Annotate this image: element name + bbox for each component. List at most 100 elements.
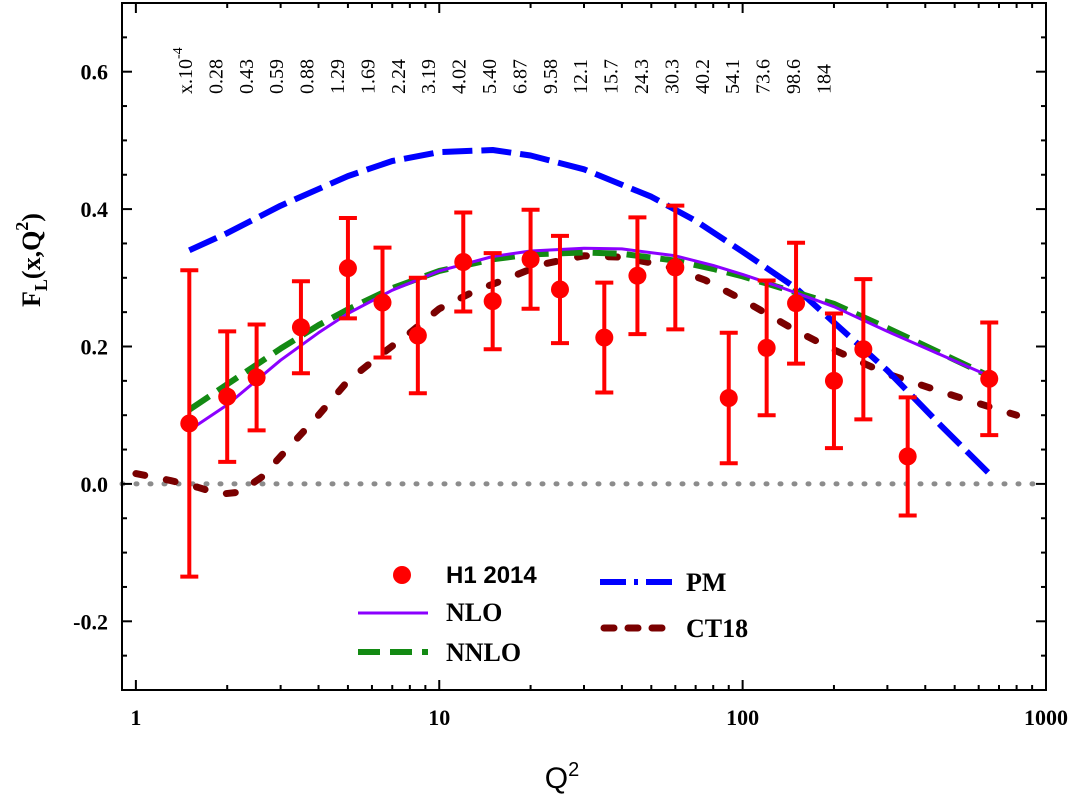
top-label-group: x.10-4 bbox=[171, 47, 197, 94]
curve-nnlo bbox=[187, 249, 991, 413]
data-point bbox=[247, 368, 266, 387]
data-point bbox=[291, 318, 310, 337]
legend-label-h1-2014: H1 2014 bbox=[446, 562, 537, 589]
data-point bbox=[550, 280, 569, 299]
x-tick-label: 10 bbox=[428, 705, 450, 730]
x-axis-title: Q2 bbox=[545, 759, 579, 795]
top-label-group: 6.87 bbox=[509, 59, 531, 94]
top-label: 98.6 bbox=[783, 59, 805, 94]
top-label: 0.28 bbox=[205, 59, 227, 94]
data-point-group bbox=[666, 203, 685, 332]
top-label-group: 12.1 bbox=[570, 59, 592, 94]
data-point-group bbox=[218, 329, 237, 464]
data-point bbox=[980, 369, 999, 388]
curve-nlo bbox=[188, 246, 990, 432]
curve-ct18 bbox=[132, 252, 1021, 498]
legend-label-pm: PM bbox=[686, 568, 726, 597]
data-point-group bbox=[757, 278, 776, 418]
top-label: 0.88 bbox=[297, 59, 319, 94]
curve-pm bbox=[188, 147, 992, 476]
top-label: 4.02 bbox=[449, 59, 471, 94]
y-tick-label: -0.2 bbox=[73, 609, 108, 634]
top-label: 0.59 bbox=[266, 59, 288, 94]
top-label-group: 4.02 bbox=[449, 59, 471, 94]
data-point bbox=[483, 292, 502, 311]
top-label: 24.3 bbox=[631, 59, 653, 94]
top-label-group: 1.69 bbox=[357, 59, 379, 94]
x-tick-label: 100 bbox=[726, 705, 759, 730]
y-tick-label: 0.2 bbox=[81, 335, 109, 360]
axis-labels: 1 10 100 1000 -0.2 0.0 0.2 0.4 0.6 bbox=[73, 60, 1068, 730]
data-point bbox=[180, 414, 199, 433]
top-label: 5.40 bbox=[479, 59, 501, 94]
y-tick-label: 0.6 bbox=[81, 60, 109, 85]
data-points-layer bbox=[180, 203, 999, 579]
y-axis-title-group: FL(x,Q2) bbox=[12, 213, 51, 307]
legend-label-nnlo: NNLO bbox=[446, 638, 521, 667]
top-label-group: 0.28 bbox=[205, 59, 227, 94]
top-label: 12.1 bbox=[570, 59, 592, 94]
data-point-group bbox=[180, 268, 199, 579]
x-tick-label: 1000 bbox=[1024, 705, 1068, 730]
x-tick-label: 1 bbox=[130, 705, 141, 730]
data-point bbox=[854, 340, 873, 359]
top-label: 2.24 bbox=[388, 59, 410, 94]
y-tick-label: 0.0 bbox=[81, 472, 109, 497]
data-point-group bbox=[408, 275, 427, 396]
data-point-group bbox=[291, 279, 310, 376]
data-point bbox=[218, 387, 237, 406]
top-label-group: 5.40 bbox=[479, 59, 501, 94]
legend: H1 2014 NLO NNLO PM CT18 bbox=[358, 562, 748, 667]
top-label: 1.69 bbox=[357, 59, 379, 94]
y-tick-label: 0.4 bbox=[81, 197, 109, 222]
top-label: 73.6 bbox=[753, 59, 775, 94]
data-point-group bbox=[483, 251, 502, 352]
top-label: 54.1 bbox=[722, 59, 744, 94]
top-label-group: 73.6 bbox=[753, 59, 775, 94]
data-point bbox=[338, 259, 357, 278]
data-point bbox=[408, 326, 427, 345]
top-label-group: 24.3 bbox=[631, 59, 653, 94]
data-point-group bbox=[373, 245, 392, 360]
top-label: 30.3 bbox=[661, 59, 683, 94]
top-label-group: 0.59 bbox=[266, 59, 288, 94]
data-point bbox=[595, 328, 614, 347]
top-label-group: 0.88 bbox=[297, 59, 319, 94]
data-point bbox=[666, 258, 685, 277]
top-label: 40.2 bbox=[692, 59, 714, 94]
legend-label-nlo: NLO bbox=[446, 598, 502, 627]
data-point-group bbox=[595, 280, 614, 395]
top-label-group: 40.2 bbox=[692, 59, 714, 94]
data-point-group bbox=[719, 330, 738, 466]
legend-marker-h1-2014 bbox=[393, 566, 411, 584]
top-x-labels: x.10-4 0.28 0.43 0.59 0.88 1.29 1.69 2.24 3.19 4.… bbox=[171, 47, 835, 94]
top-label-group: 3.19 bbox=[418, 59, 440, 94]
top-label: 1.29 bbox=[327, 59, 349, 94]
top-label: 6.87 bbox=[509, 59, 531, 94]
top-label-group: 15.7 bbox=[601, 59, 623, 94]
top-label: 184 bbox=[813, 64, 835, 94]
data-point-group bbox=[787, 240, 806, 366]
y-axis-title: FL(x,Q2) bbox=[12, 213, 51, 307]
data-point bbox=[787, 294, 806, 313]
data-point bbox=[824, 371, 843, 390]
data-point bbox=[757, 338, 776, 357]
top-label-prefix: x.10-4 bbox=[171, 47, 197, 94]
data-point-group bbox=[898, 395, 917, 518]
data-point-group bbox=[550, 233, 569, 346]
data-point bbox=[454, 252, 473, 271]
top-label-group: 1.29 bbox=[327, 59, 349, 94]
data-point-group bbox=[338, 216, 357, 321]
axis-ticks bbox=[121, 2, 1047, 691]
top-label-group: 54.1 bbox=[722, 59, 744, 94]
top-label: 0.43 bbox=[236, 59, 258, 94]
data-point-group bbox=[854, 277, 873, 422]
data-point-group bbox=[454, 210, 473, 314]
top-label-group: 98.6 bbox=[783, 59, 805, 94]
legend-label-ct18: CT18 bbox=[686, 614, 748, 643]
data-point-group bbox=[824, 311, 843, 451]
data-point-group bbox=[980, 320, 999, 438]
curves-layer bbox=[132, 147, 1021, 498]
data-point bbox=[628, 266, 647, 285]
top-label-group: 2.24 bbox=[388, 59, 410, 94]
